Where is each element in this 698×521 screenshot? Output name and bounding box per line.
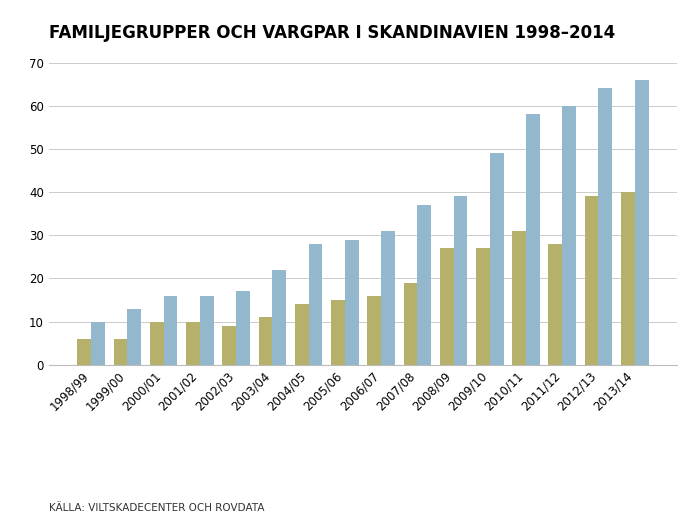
Bar [549, 244, 563, 365]
Bar [309, 244, 322, 365]
Bar [295, 304, 309, 365]
Bar [621, 192, 634, 365]
Bar [186, 321, 200, 365]
Bar [345, 240, 359, 365]
Bar [476, 248, 490, 365]
Bar [403, 283, 417, 365]
Bar [150, 321, 163, 365]
Bar [563, 106, 576, 365]
Bar [331, 300, 345, 365]
Bar [490, 153, 503, 365]
Bar [272, 270, 286, 365]
Bar [91, 321, 105, 365]
Bar [258, 317, 272, 365]
Bar [526, 114, 540, 365]
Bar [223, 326, 236, 365]
Bar [236, 291, 250, 365]
Bar [128, 308, 141, 365]
Bar [381, 231, 395, 365]
Bar [454, 196, 468, 365]
Bar [114, 339, 128, 365]
Bar [585, 196, 598, 365]
Text: KÄLLA: VILTSKADECENTER OCH ROVDATA: KÄLLA: VILTSKADECENTER OCH ROVDATA [49, 503, 265, 513]
Bar [77, 339, 91, 365]
Text: FAMILJEGRUPPER OCH VARGPAR I SKANDINAVIEN 1998–2014: FAMILJEGRUPPER OCH VARGPAR I SKANDINAVIE… [49, 23, 615, 42]
Bar [598, 89, 612, 365]
Bar [163, 295, 177, 365]
Bar [440, 248, 454, 365]
Bar [634, 80, 648, 365]
Bar [367, 295, 381, 365]
Bar [200, 295, 214, 365]
Bar [512, 231, 526, 365]
Bar [417, 205, 431, 365]
